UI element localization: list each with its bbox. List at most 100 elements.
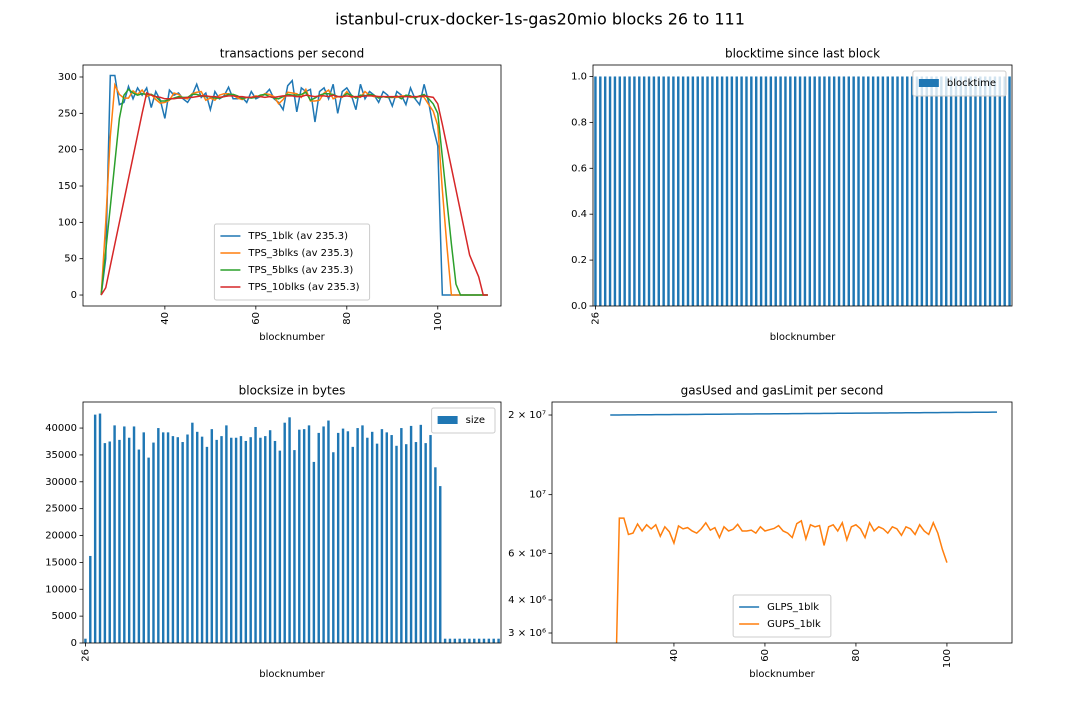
bar	[823, 76, 826, 306]
legend-box	[732, 594, 832, 638]
y-tick-label: 5000	[52, 611, 77, 622]
line-series	[100, 82, 488, 296]
bar	[361, 425, 364, 643]
bar	[959, 76, 963, 306]
bar	[186, 434, 189, 643]
bar	[171, 436, 175, 643]
line-series	[610, 411, 997, 416]
bar	[448, 638, 452, 643]
bar	[477, 638, 481, 643]
legend: TPS_1blk (av 235.3) TPS_3blks (av 235.3) T…	[213, 223, 371, 301]
bar	[230, 437, 233, 643]
bar	[176, 437, 179, 643]
bar	[366, 437, 369, 643]
bar	[298, 429, 301, 643]
bar	[852, 76, 855, 306]
bar	[84, 638, 87, 643]
bar	[191, 422, 194, 643]
axes-frame	[82, 401, 502, 644]
bar	[336, 432, 340, 643]
bar	[940, 76, 943, 306]
bar	[964, 76, 967, 306]
x-tick-label: 26	[80, 649, 91, 662]
x-axis-label: blocknumber	[749, 669, 815, 680]
bar	[633, 76, 636, 306]
legend-label: TPS_10blks (av 235.3)	[247, 282, 359, 293]
x-tick-label: 60	[760, 649, 771, 662]
x-tick-label: 40	[669, 649, 680, 662]
bar	[458, 638, 461, 643]
bar	[395, 445, 398, 643]
axes-title: blocktime since last block	[725, 47, 880, 61]
bar	[341, 428, 345, 643]
bar	[740, 76, 743, 306]
bar	[910, 76, 914, 306]
bar	[380, 429, 384, 643]
y-tick-label: 10⁷	[529, 490, 546, 501]
legend-swatch	[437, 416, 458, 424]
bar	[983, 76, 987, 306]
bar	[317, 432, 320, 643]
y-tick-label: 50	[64, 254, 77, 265]
bar	[249, 437, 252, 643]
bar	[808, 76, 812, 306]
bar	[662, 76, 665, 306]
bar	[974, 76, 977, 306]
x-tick-label: 80	[342, 312, 353, 325]
figure-title: istanbul-crux-docker-1s-gas20mio blocks …	[335, 10, 745, 29]
axes-title: blocksize in bytes	[239, 384, 346, 398]
bar	[482, 638, 486, 643]
bar	[312, 461, 316, 643]
bar	[628, 76, 631, 306]
bar	[453, 638, 457, 643]
bar	[701, 76, 704, 306]
y-tick-label: 150	[58, 181, 77, 192]
x-axis-label: blocknumber	[770, 332, 836, 343]
bar	[278, 450, 282, 643]
bar	[385, 432, 388, 643]
bar	[613, 76, 617, 306]
bar	[886, 76, 889, 306]
y-tick-label: 35000	[45, 450, 77, 461]
bar	[686, 76, 690, 306]
bar	[463, 638, 466, 643]
bar	[322, 426, 325, 643]
bar	[798, 76, 802, 306]
bar	[370, 431, 374, 643]
bar	[925, 76, 928, 306]
bar	[623, 76, 626, 306]
bar	[603, 76, 607, 306]
y-tick-label: 0.4	[571, 209, 587, 220]
bar	[400, 428, 403, 643]
bar	[667, 76, 670, 306]
legend-label: GLPS_1blk	[767, 602, 819, 613]
line-series	[100, 91, 488, 296]
bar	[414, 442, 418, 643]
bar	[881, 76, 885, 306]
bar	[677, 76, 680, 306]
x-axis-label: blocknumber	[259, 332, 325, 343]
bar	[803, 76, 807, 306]
y-tick-label: 0	[71, 290, 77, 301]
bar	[89, 555, 92, 643]
bar	[608, 76, 612, 306]
bar	[429, 435, 432, 643]
bar	[161, 432, 165, 643]
bar	[842, 76, 846, 306]
bar	[200, 436, 204, 643]
bar	[818, 76, 821, 306]
bar	[142, 432, 145, 643]
x-axis-label: blocknumber	[259, 669, 325, 680]
bar	[779, 76, 782, 306]
bar	[896, 76, 899, 306]
x-tick-label: 100	[942, 649, 953, 668]
bar	[259, 437, 262, 643]
bar	[906, 76, 909, 306]
bar	[127, 437, 131, 643]
bar	[239, 436, 243, 643]
bar	[979, 76, 982, 306]
y-tick-label: 0.8	[571, 117, 587, 128]
bar	[618, 76, 622, 306]
bar	[745, 76, 748, 306]
